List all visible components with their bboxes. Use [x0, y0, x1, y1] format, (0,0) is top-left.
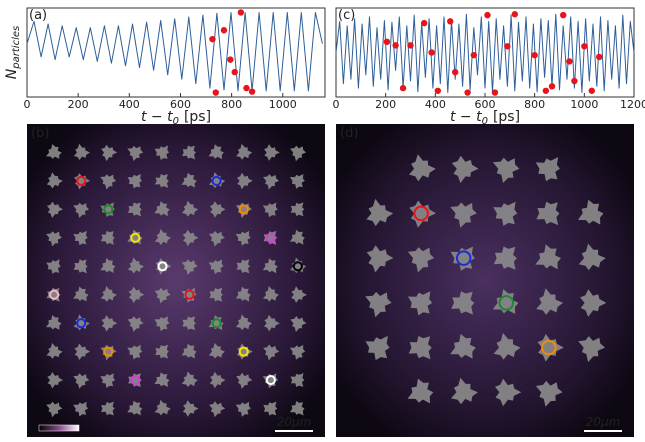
data-point [452, 69, 458, 75]
data-point [560, 12, 566, 18]
data-point [566, 58, 572, 64]
data-point [589, 88, 595, 94]
data-point [512, 11, 518, 17]
data-point [227, 56, 233, 62]
x-tick-label: 200 [68, 98, 89, 111]
data-point [243, 85, 249, 91]
data-point [238, 9, 244, 15]
image-panel: (d) 20μm [336, 124, 634, 437]
data-point [581, 43, 587, 49]
images: (b) 20μm (d) 20μm [27, 124, 634, 437]
y-axis-label: Nparticles [4, 26, 22, 79]
panel-label: (b) [31, 126, 49, 141]
x-label-main: t − t [141, 109, 173, 125]
data-point [232, 69, 238, 75]
plot-frame [27, 8, 325, 97]
data-point [543, 88, 549, 94]
data-point [421, 20, 427, 26]
data-point [435, 88, 441, 94]
x-tick-label: 800 [524, 98, 545, 111]
x-label-main: t − t [450, 109, 482, 125]
image-background [336, 124, 634, 437]
image-background [27, 124, 325, 437]
data-point [504, 43, 510, 49]
data-point [471, 52, 477, 58]
x-tick-label: 1000 [570, 98, 598, 111]
data-point [484, 12, 490, 18]
data-point [447, 18, 453, 24]
x-label-unit: [ps] [493, 109, 520, 125]
data-point [213, 89, 219, 95]
x-tick-label: 0 [333, 98, 340, 111]
x-label-unit: [ps] [184, 109, 211, 125]
data-point [596, 54, 602, 60]
data-point [392, 42, 398, 48]
data-point [571, 78, 577, 84]
data-point [549, 83, 555, 89]
data-point [249, 88, 255, 94]
x-tick-label: 400 [119, 98, 140, 111]
x-tick-label: 200 [375, 98, 396, 111]
data-point [464, 89, 470, 95]
y-label-sub: particles [11, 26, 22, 70]
x-tick-label: 400 [425, 98, 446, 111]
x-tick-label: 1200 [620, 98, 645, 111]
data-point [407, 42, 413, 48]
page: {"chart_data": [ {"type": "line", "panel… [0, 0, 645, 442]
figure: 02004006008001000(a)t − t0[ps]Nparticles… [0, 0, 645, 438]
colorbar [39, 425, 79, 431]
data-point [531, 52, 537, 58]
x-tick-label: 0 [24, 98, 31, 111]
data-point [384, 39, 390, 45]
y-label-main: N [4, 68, 20, 79]
panel-label: (c) [338, 8, 355, 23]
panel-label: (d) [340, 126, 358, 141]
data-point [400, 85, 406, 91]
panel-label: (a) [29, 8, 47, 23]
data-point [209, 36, 215, 42]
data-point [428, 49, 434, 55]
image-panel: (b) 20μm [27, 124, 325, 437]
x-tick-label: 1000 [269, 98, 297, 111]
x-tick-label: 800 [221, 98, 242, 111]
scale-label: 20μm [586, 415, 621, 429]
data-point [221, 27, 227, 33]
scale-label: 20μm [277, 415, 312, 429]
data-point [492, 89, 498, 95]
